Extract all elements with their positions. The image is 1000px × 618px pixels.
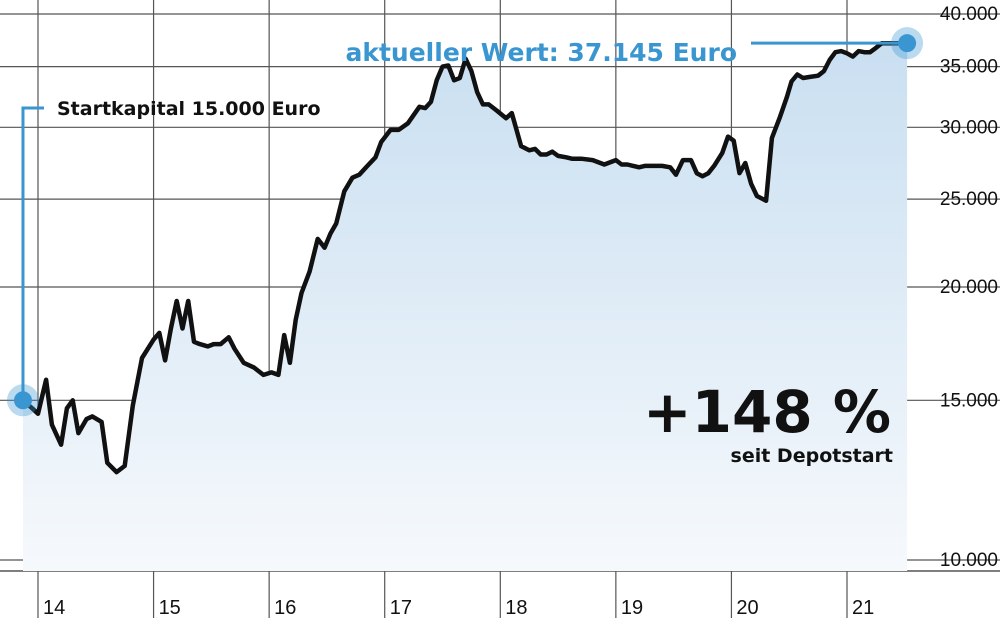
x-tick-label: 15 — [159, 597, 181, 618]
x-axis-ticks: 14 15 16 17 18 19 20 21 — [43, 597, 874, 618]
x-tick-label: 14 — [43, 597, 65, 618]
percent-change: +148 % — [643, 378, 891, 446]
end-marker — [898, 34, 917, 53]
y-tick-label: 25.000 — [940, 189, 998, 210]
y-tick-label: 10.000 — [940, 550, 998, 571]
start-leader-line — [21, 106, 44, 401]
x-tick-label: 20 — [736, 597, 758, 618]
x-tick-label: 17 — [390, 597, 412, 618]
x-tick-label: 16 — [274, 597, 296, 618]
series-area — [23, 43, 908, 571]
start-label: Startkapital 15.000 Euro — [57, 98, 321, 120]
y-tick-label: 40.000 — [940, 4, 998, 25]
x-tick-label: 19 — [621, 597, 643, 618]
series-line — [20, 40, 910, 475]
y-tick-label: 30.000 — [940, 117, 998, 138]
y-tick-label: 20.000 — [940, 277, 998, 298]
end-label: aktueller Wert: 37.145 Euro — [345, 38, 737, 67]
start-annotation: Startkapital 15.000 Euro — [6, 98, 321, 417]
y-axis-ticks: 40.000 35.000 30.000 25.000 20.000 15.000 10.0… — [940, 4, 998, 571]
x-tick-label: 18 — [505, 597, 527, 618]
x-tick-label: 21 — [852, 597, 874, 618]
percent-change-caption: seit Depotstart — [731, 445, 893, 467]
start-marker — [13, 391, 32, 410]
y-tick-label: 15.000 — [940, 390, 998, 411]
y-tick-label: 35.000 — [940, 57, 998, 78]
end-annotation: aktueller Wert: 37.145 Euro — [345, 27, 924, 67]
